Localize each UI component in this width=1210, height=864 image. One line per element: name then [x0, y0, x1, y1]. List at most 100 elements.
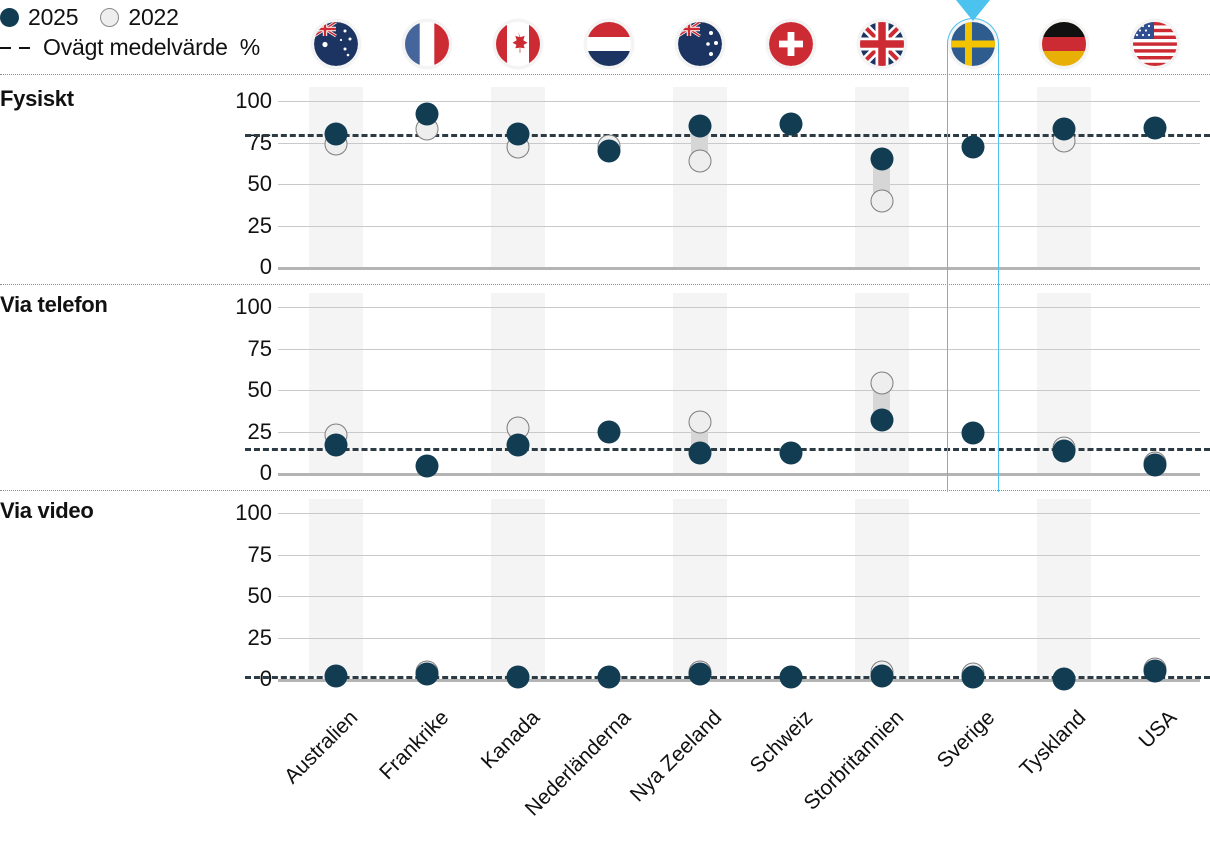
- ytick-label-75: 75: [247, 335, 272, 361]
- average-line: [245, 448, 1210, 452]
- datapoint-2025[interactable]: [1052, 667, 1075, 691]
- datapoint-2025[interactable]: [961, 665, 984, 689]
- gridline-75: [290, 348, 1200, 350]
- ytick-mark: [278, 390, 290, 391]
- panel-title-1: Fysiskt: [0, 86, 74, 111]
- ytick-label-25: 25: [247, 418, 272, 444]
- datapoint-2022[interactable]: [870, 189, 893, 213]
- ytick-mark: [278, 679, 290, 682]
- x-label-sverige: Sverige: [932, 706, 999, 773]
- ytick-mark: [278, 267, 290, 270]
- x-label-nederländerna: Nederländerna: [520, 706, 635, 821]
- datapoint-2025[interactable]: [870, 147, 893, 171]
- datapoint-2025[interactable]: [779, 665, 802, 689]
- datapoint-2022[interactable]: [688, 149, 711, 173]
- datapoint-2025[interactable]: [1143, 659, 1166, 683]
- datapoint-2025[interactable]: [1143, 453, 1166, 477]
- ytick-mark: [278, 431, 290, 433]
- legend-dot-2025-icon: [0, 7, 19, 27]
- x-label-australien: Australien: [279, 706, 362, 789]
- ytick-mark: [278, 184, 290, 185]
- x-label-frankrike: Frankrike: [374, 706, 453, 785]
- ytick-label-25: 25: [247, 212, 272, 238]
- x-label-nya zeeland: Nya Zeeland: [625, 706, 726, 807]
- column-band: [308, 87, 363, 267]
- legend-row-average: Ovägt medelvärde %: [0, 32, 300, 62]
- ytick-mark: [278, 596, 290, 597]
- ytick-label-75: 75: [247, 541, 272, 567]
- average-line: [245, 134, 1210, 138]
- datapoint-2025[interactable]: [415, 454, 438, 478]
- ytick-mark: [278, 554, 290, 556]
- gridline-100: [290, 101, 1200, 102]
- ytick-label-50: 50: [247, 583, 272, 608]
- gridline-50: [290, 596, 1200, 597]
- datapoint-2025[interactable]: [324, 122, 347, 146]
- ytick-label-100: 100: [235, 294, 272, 319]
- legend-label-2025: 2025: [28, 3, 79, 30]
- datapoint-2025[interactable]: [597, 420, 620, 443]
- datapoint-2022[interactable]: [870, 371, 893, 395]
- datapoint-2025[interactable]: [1052, 439, 1075, 463]
- legend-row-series: 2025 2022: [0, 2, 300, 32]
- datapoint-2025[interactable]: [688, 441, 711, 465]
- datapoint-2025[interactable]: [324, 664, 347, 688]
- datapoint-2025[interactable]: [1052, 117, 1075, 141]
- ytick-label-0: 0: [259, 460, 272, 485]
- datapoint-2025[interactable]: [415, 102, 438, 126]
- gridline-100: [290, 513, 1200, 514]
- flag-sweden-icon: [950, 22, 995, 66]
- datapoint-2025[interactable]: [597, 665, 620, 689]
- legend-label-unit: %: [239, 33, 260, 60]
- datapoint-2025[interactable]: [870, 408, 893, 432]
- gridline-100: [290, 307, 1200, 308]
- x-label-tyskland: Tyskland: [1014, 706, 1090, 781]
- datapoint-2025[interactable]: [779, 112, 802, 136]
- datapoint-2025[interactable]: [506, 122, 529, 146]
- legend: 2025 2022 Ovägt medelvärde %: [0, 2, 300, 68]
- panel-divider: [0, 490, 1210, 491]
- datapoint-2025[interactable]: [597, 139, 620, 163]
- column-band: [308, 499, 363, 679]
- gridline-0: [290, 267, 1200, 270]
- datapoint-2025[interactable]: [506, 665, 529, 689]
- datapoint-2025[interactable]: [324, 433, 347, 457]
- datapoint-2025[interactable]: [506, 433, 529, 457]
- datapoint-2025[interactable]: [688, 662, 711, 686]
- datapoint-2025[interactable]: [779, 441, 802, 465]
- flag-australia-icon: [313, 22, 358, 66]
- datapoint-2025[interactable]: [961, 421, 984, 445]
- column-band: [490, 499, 545, 679]
- datapoint-2025[interactable]: [961, 135, 984, 159]
- panel-divider: [0, 284, 1210, 285]
- datapoint-2022[interactable]: [688, 410, 711, 434]
- flagrow-divider: [0, 74, 1210, 75]
- flag-cell-schweiz: [768, 22, 813, 66]
- datapoint-2025[interactable]: [1143, 116, 1166, 140]
- column-band: [1036, 87, 1091, 267]
- column-band: [1036, 499, 1091, 679]
- column-band: [490, 87, 545, 267]
- legend-dot-2022-icon: [100, 7, 120, 27]
- ytick-mark: [278, 473, 290, 476]
- datapoint-2025[interactable]: [870, 664, 893, 688]
- gridline-50: [290, 184, 1200, 185]
- ytick-label-25: 25: [247, 624, 272, 650]
- datapoint-2025[interactable]: [688, 114, 711, 138]
- x-label-schweiz: Schweiz: [745, 706, 817, 778]
- ytick-label-100: 100: [235, 500, 272, 525]
- flag-usa-icon: [1132, 22, 1177, 66]
- flag-cell-tyskland: [1041, 22, 1086, 66]
- dashed-line-icon: [0, 38, 34, 57]
- legend-label-average: Ovägt medelvärde: [43, 33, 228, 60]
- datapoint-2025[interactable]: [415, 662, 438, 686]
- flag-new-zealand-icon: [677, 22, 722, 66]
- legend-label-2022: 2022: [128, 3, 179, 30]
- flag-cell-sverige: [950, 22, 995, 66]
- flag-row: [0, 0, 1210, 78]
- ytick-mark: [278, 513, 290, 514]
- column-band: [672, 499, 727, 679]
- ytick-label-75: 75: [247, 129, 272, 155]
- flag-cell-australien: [313, 22, 358, 66]
- panel-title-3: Via video: [0, 498, 94, 523]
